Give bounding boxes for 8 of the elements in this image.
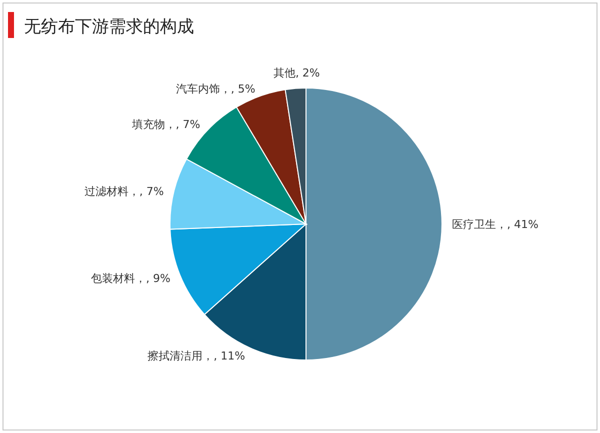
slice-label: 医疗卫生，, 41% [452, 218, 538, 231]
slice-label: 汽车内饰，, 5% [176, 82, 256, 96]
chart-title: 无纺布下游需求的构成 [24, 17, 194, 37]
slice-label: 其他, 2% [273, 66, 320, 80]
slice-label: 过滤材料，, 7% [84, 185, 164, 198]
slice-label: 包装材料，, 9% [90, 272, 170, 285]
slice-label: 填充物，, 7% [130, 118, 200, 132]
slice-label: 擦拭清洁用，, 11% [148, 349, 246, 362]
